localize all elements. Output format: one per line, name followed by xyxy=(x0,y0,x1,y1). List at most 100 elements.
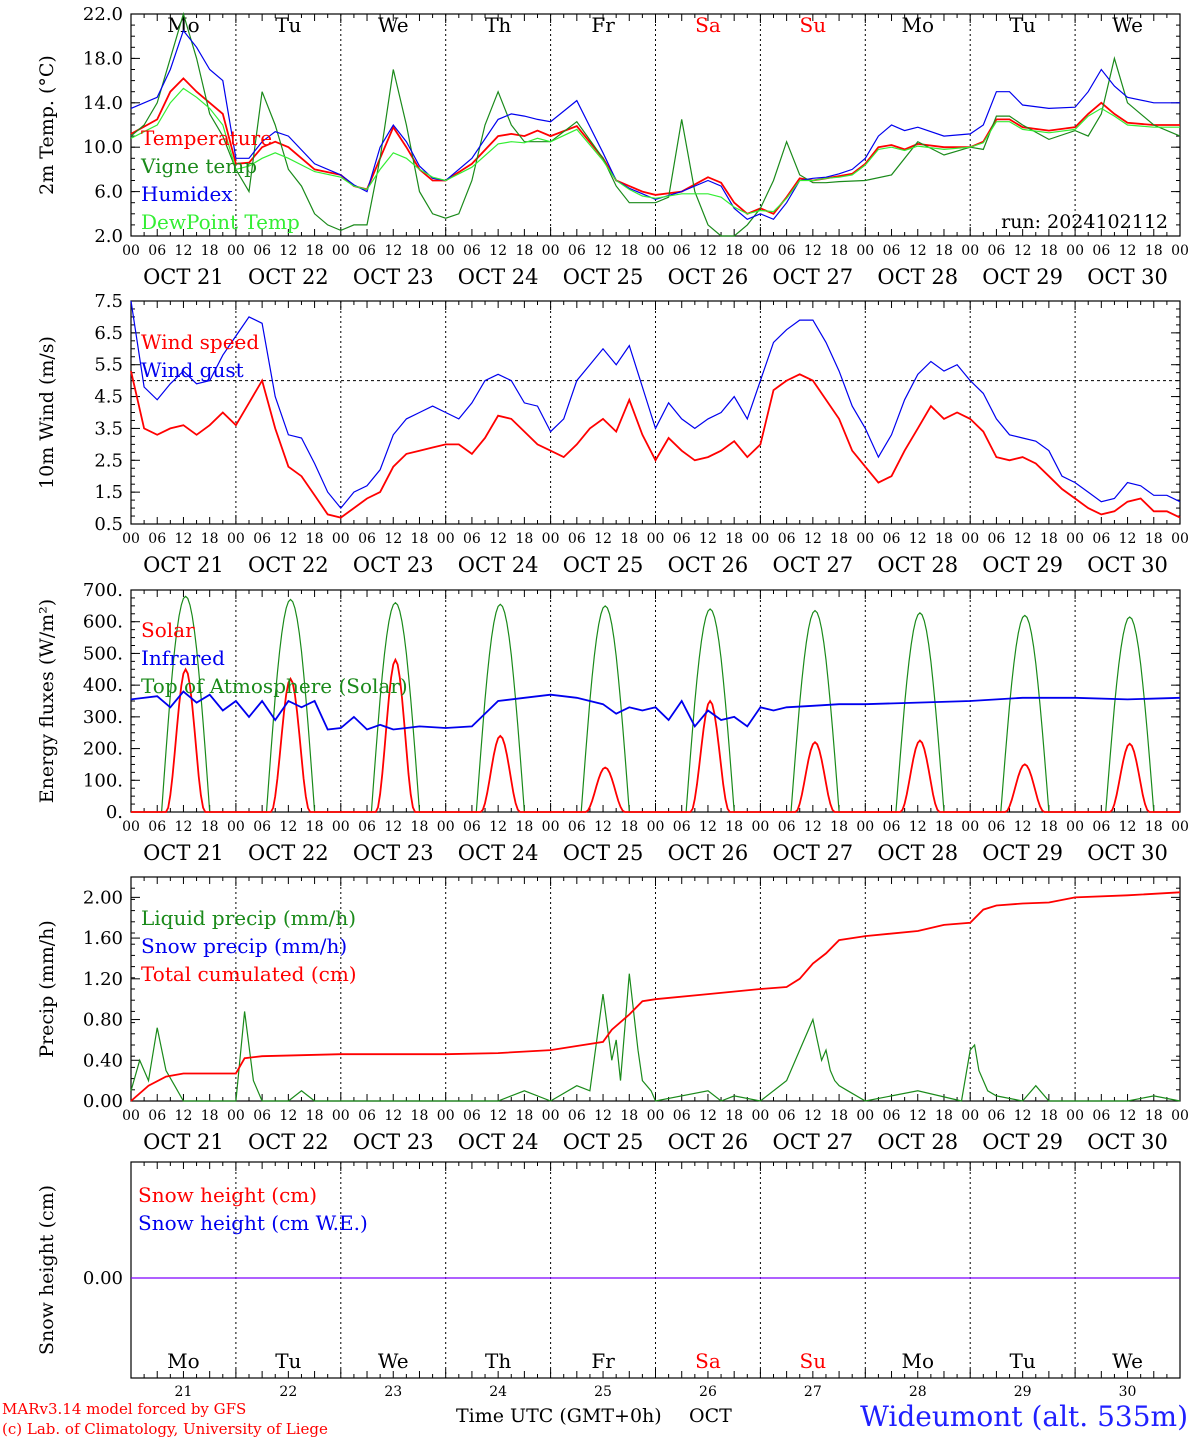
y-tick-label: 10.0 xyxy=(83,137,123,158)
hour-tick-label: 12 xyxy=(489,1108,507,1124)
hour-tick-label: 06 xyxy=(358,1108,376,1124)
series-wind-gust xyxy=(130,300,1181,510)
hour-tick-label: 06 xyxy=(358,243,376,259)
date-label: OCT 26 xyxy=(668,553,749,577)
hour-tick-label: 12 xyxy=(699,243,717,259)
run-annotation: run: 2024102112 xyxy=(1001,211,1168,233)
hour-tick-label: 18 xyxy=(306,243,324,259)
hour-tick-label: 00 xyxy=(437,1108,455,1124)
date-label: OCT 25 xyxy=(563,841,644,865)
y-tick-label: 2.00 xyxy=(83,887,123,908)
hour-tick-label: 00 xyxy=(856,819,874,835)
hour-tick-label: 18 xyxy=(830,1108,848,1124)
hour-tick-label: 12 xyxy=(699,531,717,547)
hour-tick-label: 06 xyxy=(358,531,376,547)
hour-tick-label: 00 xyxy=(647,531,665,547)
y-tick-label: 700. xyxy=(83,580,123,601)
hour-tick-label: 18 xyxy=(830,531,848,547)
hour-tick-label: 12 xyxy=(1119,243,1137,259)
hour-tick-label: 12 xyxy=(384,531,402,547)
hour-tick-label: 06 xyxy=(253,1108,271,1124)
date-label: OCT 26 xyxy=(668,841,749,865)
y-tick-label: 22.0 xyxy=(83,4,123,25)
hour-tick-label: 12 xyxy=(384,819,402,835)
hour-tick-label: 12 xyxy=(804,531,822,547)
y-axis-label: 2m Temp. (°C) xyxy=(36,55,58,195)
date-label: OCT 21 xyxy=(143,1130,224,1154)
legend-entry: DewPoint Temp xyxy=(141,210,300,234)
legend-entry: Humidex xyxy=(141,182,233,206)
hour-tick-label: 18 xyxy=(620,531,638,547)
hour-tick-label: 06 xyxy=(253,243,271,259)
date-label: OCT 27 xyxy=(772,265,853,289)
y-tick-label: 600. xyxy=(83,612,123,633)
y-axis-label: 10m Wind (m/s) xyxy=(36,336,58,489)
day-number-label: 30 xyxy=(1119,1384,1137,1400)
y-tick-label: 1.20 xyxy=(83,969,123,990)
panel-1: 2.0 6.0 10.0 14.0 18.0 22.0 2m Temp. (°C) 00 06 1… xyxy=(36,4,1189,289)
hour-tick-label: 00 xyxy=(227,531,245,547)
hour-tick-label: 00 xyxy=(856,1108,874,1124)
hour-tick-label: 18 xyxy=(1145,819,1163,835)
y-tick-label: 100. xyxy=(83,770,123,791)
date-label: OCT 22 xyxy=(248,265,329,289)
hour-tick-label: 18 xyxy=(935,1108,953,1124)
hour-tick-label: 12 xyxy=(384,1108,402,1124)
hour-tick-label: 06 xyxy=(673,1108,691,1124)
hour-tick-label: 06 xyxy=(148,243,166,259)
y-tick-label: 18.0 xyxy=(83,48,123,69)
hour-tick-label: 00 xyxy=(122,1108,140,1124)
date-label: OCT 22 xyxy=(248,841,329,865)
hour-tick-label: 00 xyxy=(856,243,874,259)
day-number-label: 29 xyxy=(1014,1384,1032,1400)
y-tick-label: 500. xyxy=(83,643,123,664)
hour-tick-label: 18 xyxy=(306,819,324,835)
date-label: OCT 21 xyxy=(143,265,224,289)
hour-tick-label: 00 xyxy=(332,819,350,835)
hour-tick-label: 18 xyxy=(1145,1108,1163,1124)
y-tick-label: 2.5 xyxy=(94,450,123,471)
date-label: OCT 30 xyxy=(1087,265,1168,289)
day-name-label: We xyxy=(378,13,409,37)
y-tick-label: 300. xyxy=(83,707,123,728)
legend-entry: Temperature xyxy=(141,126,272,150)
hour-tick-label: 06 xyxy=(148,531,166,547)
hour-tick-label: 12 xyxy=(489,819,507,835)
hour-tick-label: 00 xyxy=(437,819,455,835)
hour-tick-label: 00 xyxy=(122,819,140,835)
hour-tick-label: 00 xyxy=(1066,531,1084,547)
hour-tick-label: 12 xyxy=(699,819,717,835)
hour-tick-label: 18 xyxy=(620,243,638,259)
legend-entry: Solar xyxy=(141,618,195,642)
hour-tick-label: 00 xyxy=(1171,819,1189,835)
hour-tick-label: 00 xyxy=(332,243,350,259)
hour-tick-label: 00 xyxy=(856,531,874,547)
day-number-label: 26 xyxy=(699,1384,717,1400)
time-axis-label: Time UTC (GMT+0h) xyxy=(456,1405,662,1427)
hour-tick-label: 00 xyxy=(751,819,769,835)
series-dewpoint-temp xyxy=(130,87,1180,215)
hour-tick-label: 06 xyxy=(358,819,376,835)
day-name-label: Mo xyxy=(901,13,934,37)
date-label: OCT 25 xyxy=(563,1130,644,1154)
hour-tick-label: 18 xyxy=(1040,243,1058,259)
y-tick-label: 14.0 xyxy=(83,93,123,114)
hour-tick-label: 18 xyxy=(306,1108,324,1124)
hour-tick-label: 06 xyxy=(778,531,796,547)
date-label: OCT 21 xyxy=(143,841,224,865)
hour-tick-label: 00 xyxy=(961,1108,979,1124)
day-number-label: 23 xyxy=(384,1384,402,1400)
date-label: OCT 30 xyxy=(1087,841,1168,865)
station-name: Wideumont (alt. 535m) xyxy=(860,1400,1188,1433)
panel-5: 0.00 Snow height (cm) Mo Tu We Th Fr Sa Su Mo Tu We… xyxy=(36,1161,1181,1400)
y-tick-label: 0.40 xyxy=(83,1050,123,1071)
series-total-cumulated-cm xyxy=(130,891,1181,1102)
hour-tick-label: 18 xyxy=(201,819,219,835)
hour-tick-label: 12 xyxy=(175,243,193,259)
date-label: OCT 29 xyxy=(982,553,1063,577)
hour-tick-label: 06 xyxy=(148,819,166,835)
hour-tick-label: 12 xyxy=(1014,243,1032,259)
hour-tick-label: 00 xyxy=(1066,819,1084,835)
hour-tick-label: 00 xyxy=(1171,243,1189,259)
hour-tick-label: 06 xyxy=(1092,243,1110,259)
